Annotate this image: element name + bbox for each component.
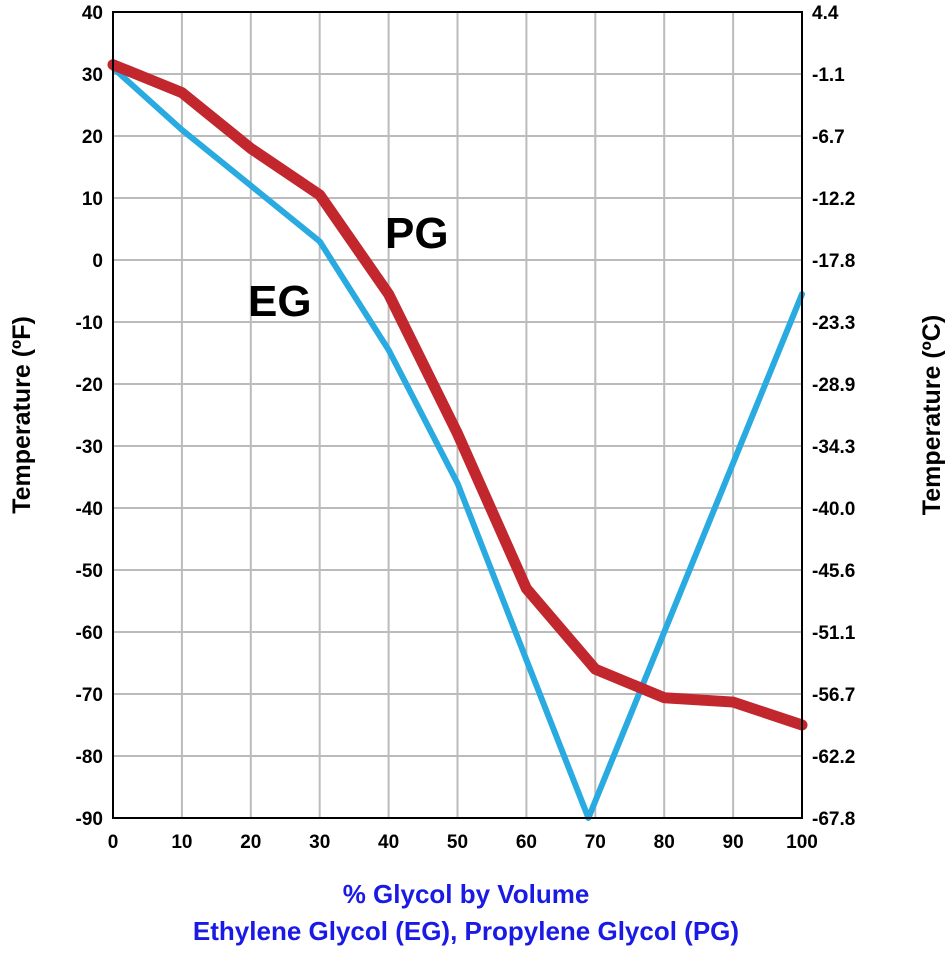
y-tick-label-left: -10: [76, 313, 103, 334]
y-tick-label-right: -28.9: [812, 375, 855, 396]
x-axis-label-2: Ethylene Glycol (EG), Propylene Glycol (…: [193, 916, 739, 946]
y-tick-label-left: 0: [92, 251, 103, 272]
series-line-pg: [107, 59, 808, 731]
plot-frame: [112, 11, 803, 819]
x-axis-label: % Glycol by Volume: [343, 879, 590, 909]
y-tick-label-left: -40: [76, 499, 103, 520]
x-tick-label: 30: [309, 832, 330, 853]
x-tick-label: 70: [585, 832, 606, 853]
y-tick-label-right: -40.0: [812, 499, 855, 520]
y-tick-label-left: -60: [76, 623, 103, 644]
y-tick-label-right: -56.7: [812, 685, 855, 706]
x-tick-label: 80: [654, 832, 675, 853]
x-tick-label: 50: [447, 832, 468, 853]
y-tick-label-right: -67.8: [812, 809, 855, 830]
y-tick-label-left: 20: [82, 127, 103, 148]
y-tick-label-left: -80: [76, 747, 103, 768]
y-tick-label-right: -12.2: [812, 189, 855, 210]
y-tick-label-right: -45.6: [812, 561, 855, 582]
series-lines: [107, 59, 808, 821]
x-tick-label: 0: [108, 832, 119, 853]
annotation-pg: PG: [385, 209, 449, 258]
y-tick-label-right: 4.4: [812, 3, 839, 24]
y-tick-label-right: -1.1: [812, 65, 845, 86]
x-tick-label: 20: [240, 832, 261, 853]
y-tick-label-right: -23.3: [812, 313, 855, 334]
y-tick-label-right: -6.7: [812, 127, 845, 148]
x-tick-label: 60: [516, 832, 537, 853]
y-axis-label-left: Temperature (ºF): [8, 316, 36, 514]
annotation-eg: EG: [248, 277, 312, 326]
y-tick-label-left: 30: [82, 65, 103, 86]
y-tick-label-left: -70: [76, 685, 103, 706]
y-tick-label-left: -30: [76, 437, 103, 458]
y-tick-label-right: -51.1: [812, 623, 856, 644]
x-tick-label: 10: [171, 832, 192, 853]
y-tick-label-left: -50: [76, 561, 103, 582]
x-tick-label: 40: [378, 832, 399, 853]
series-line-eg: [110, 64, 805, 821]
x-tick-label: 90: [723, 832, 744, 853]
y-tick-label-left: -90: [76, 809, 103, 830]
y-tick-label-left: -20: [76, 375, 103, 396]
y-tick-label-right: -34.3: [812, 437, 855, 458]
y-axis-label-right: Temperature (ºC): [918, 315, 946, 515]
y-tick-label-right: -62.2: [812, 747, 855, 768]
y-tick-label-left: 40: [82, 3, 103, 24]
y-tick-label-left: 10: [82, 189, 103, 210]
x-tick-label: 100: [786, 832, 818, 853]
y-tick-label-right: -17.8: [812, 251, 855, 272]
